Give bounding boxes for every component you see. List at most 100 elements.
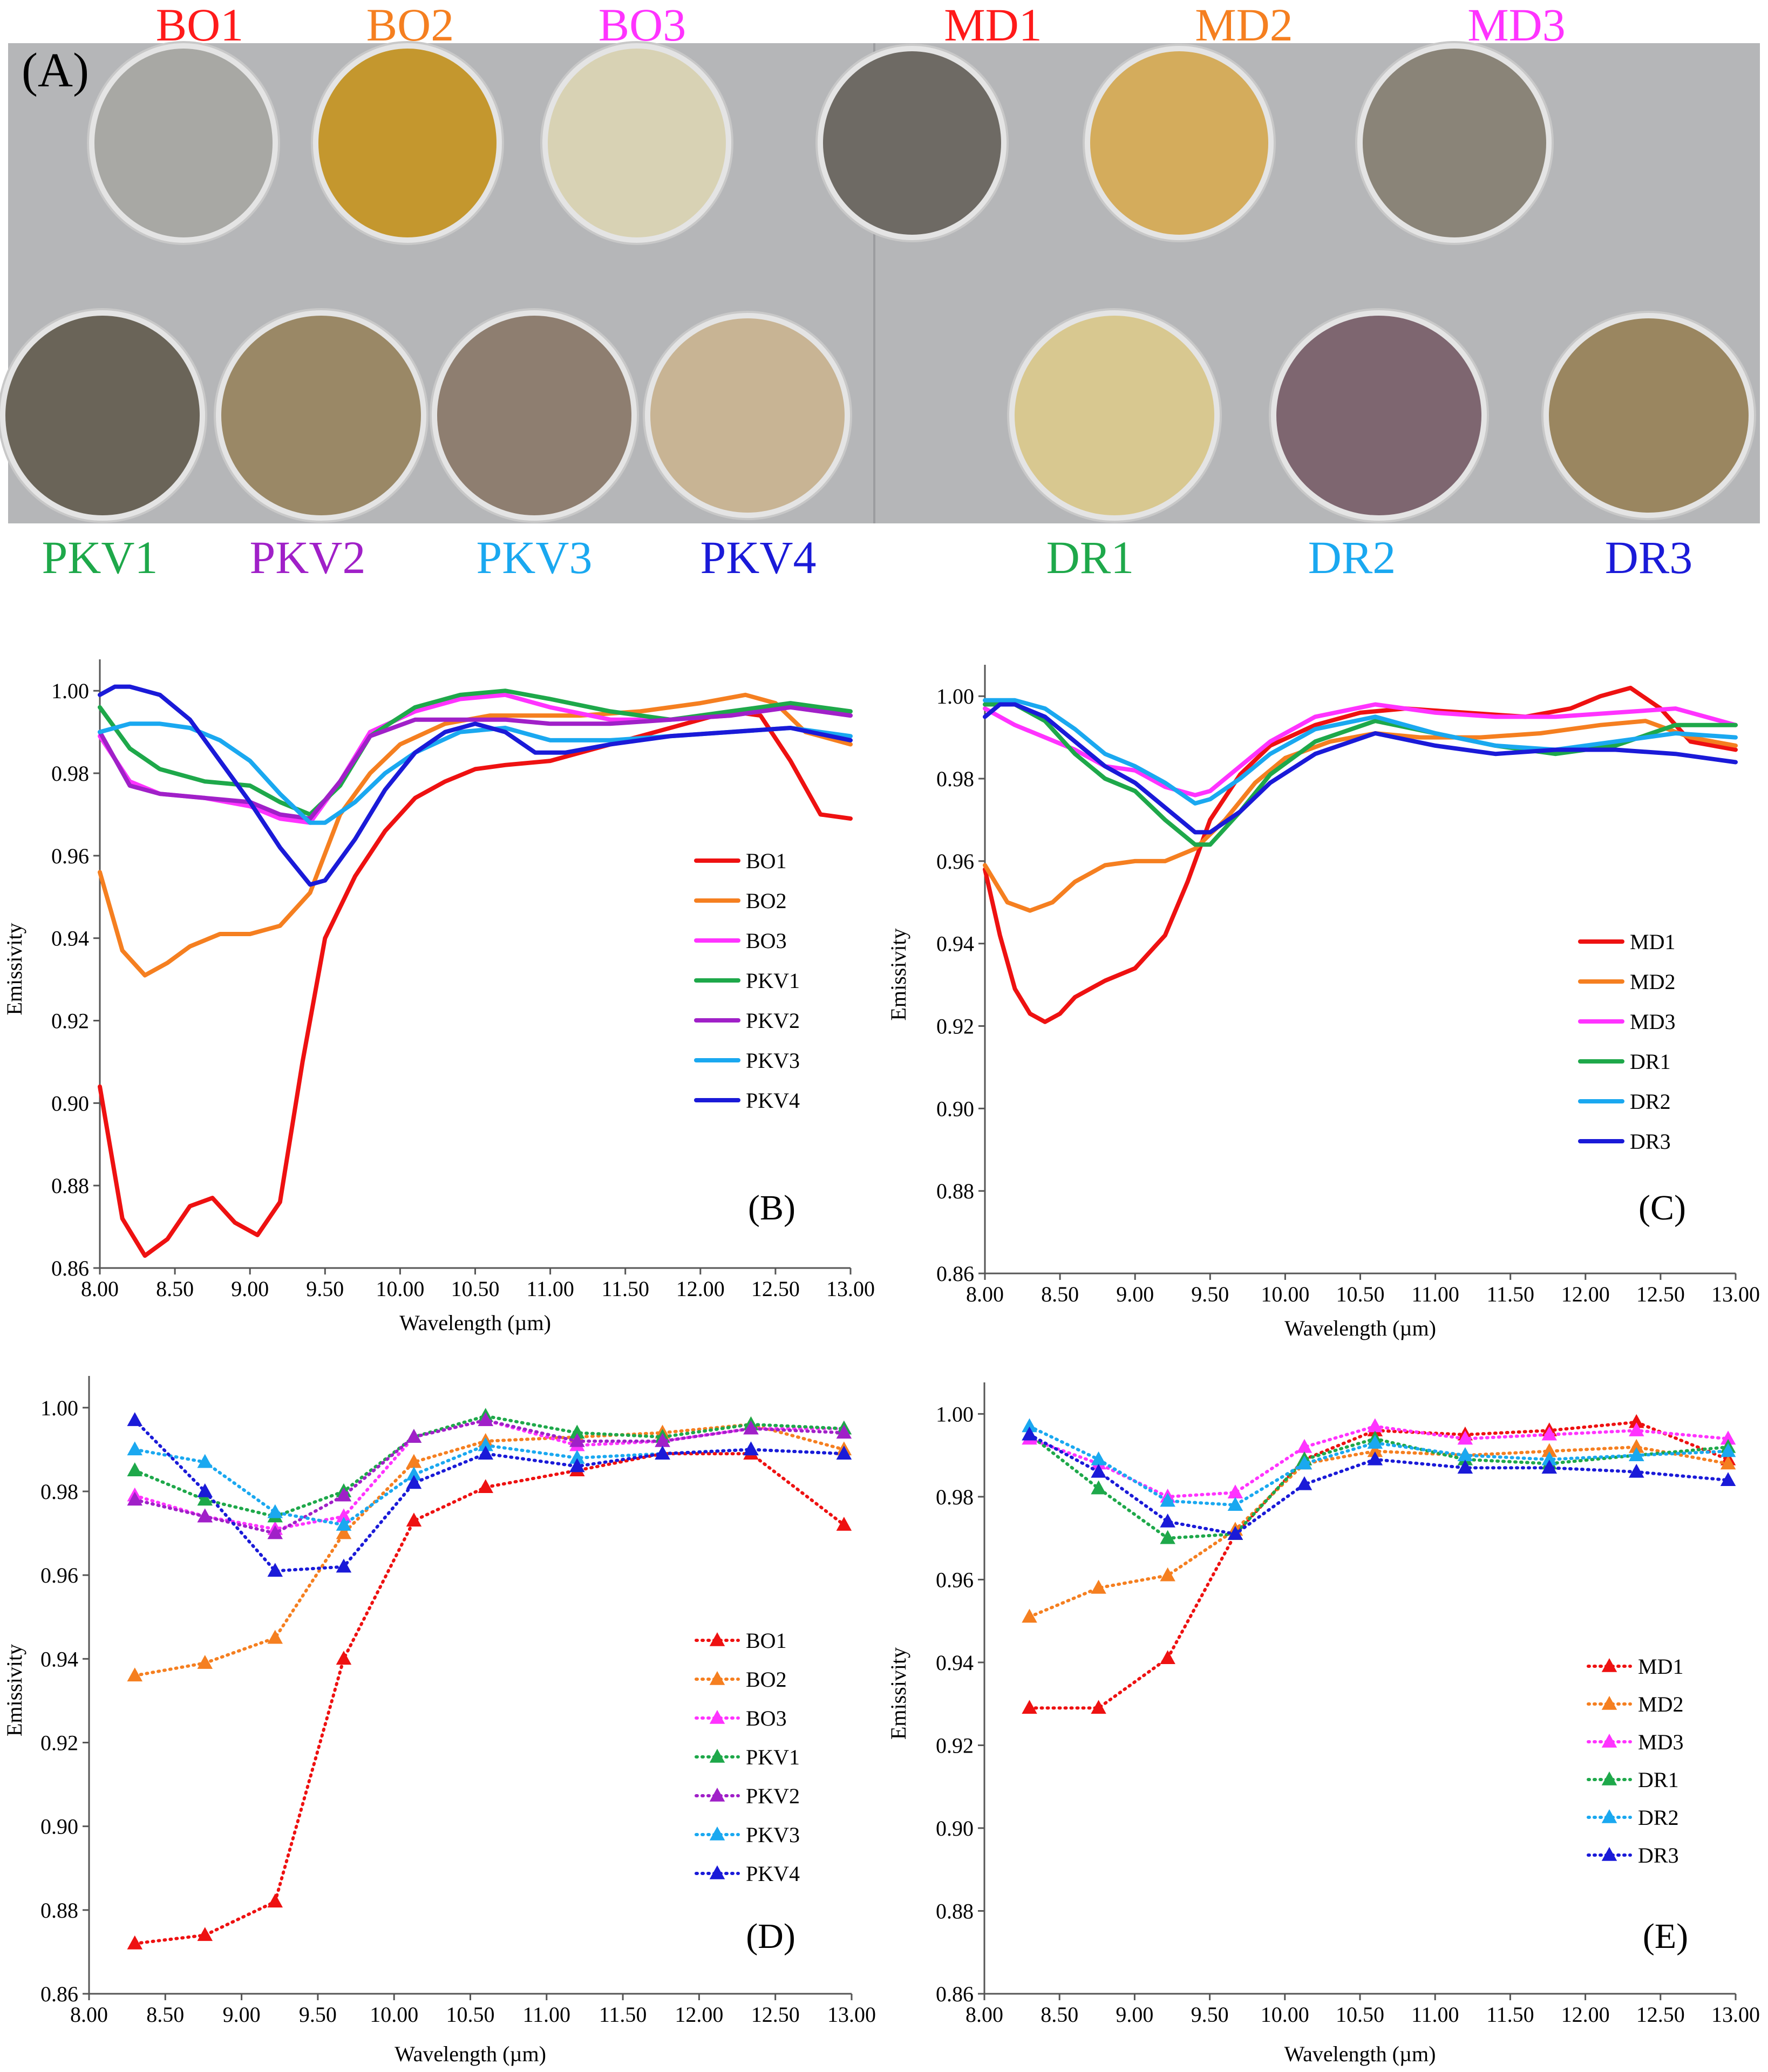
data-point-pkv2 bbox=[127, 1491, 143, 1506]
legend-marker bbox=[1601, 1734, 1617, 1748]
x-tick-label: 12.50 bbox=[1636, 1282, 1685, 1306]
legend-label: PKV3 bbox=[746, 1823, 800, 1847]
data-point-dr3 bbox=[1367, 1451, 1383, 1466]
y-tick-label: 0.98 bbox=[51, 761, 89, 786]
sample-dish bbox=[650, 318, 845, 513]
legend-label: DR3 bbox=[1630, 1129, 1671, 1154]
data-point-pkv4 bbox=[267, 1563, 283, 1577]
data-point-pkv3 bbox=[478, 1437, 494, 1451]
data-point-dr3 bbox=[1160, 1513, 1175, 1528]
legend-marker bbox=[709, 1826, 725, 1841]
data-point-md3 bbox=[1720, 1430, 1736, 1445]
legend-marker bbox=[1601, 1809, 1617, 1823]
x-tick-label: 13.00 bbox=[1711, 1282, 1760, 1306]
legend-marker bbox=[709, 1749, 725, 1763]
series-line-pkv4 bbox=[98, 684, 853, 887]
data-point-dr3 bbox=[1457, 1460, 1473, 1474]
data-point-pkv4 bbox=[197, 1483, 213, 1497]
data-point-md3 bbox=[1457, 1430, 1473, 1445]
y-tick-label: 0.88 bbox=[936, 1179, 974, 1203]
data-point-pkv3 bbox=[267, 1504, 283, 1518]
data-point-dr2 bbox=[1160, 1492, 1175, 1507]
y-axis-label: Emissivity bbox=[2, 1644, 26, 1736]
x-axis-label: Wavelength (µm) bbox=[395, 2042, 546, 2066]
x-tick-label: 12.50 bbox=[751, 2002, 800, 2027]
x-tick-label: 12.00 bbox=[676, 1277, 725, 1301]
data-point-md1 bbox=[1022, 1700, 1037, 1714]
data-point-pkv4 bbox=[743, 1441, 759, 1456]
data-point-bo1 bbox=[406, 1512, 422, 1527]
panel-label: (E) bbox=[1643, 1917, 1688, 1956]
series-line-pkv2 bbox=[133, 1419, 846, 1535]
data-point-dr3 bbox=[1227, 1525, 1243, 1540]
data-point-pkv2 bbox=[569, 1433, 585, 1447]
legend-label: MD3 bbox=[1630, 1010, 1675, 1034]
x-tick-label: 10.00 bbox=[376, 1277, 424, 1301]
data-point-dr2 bbox=[1541, 1451, 1558, 1466]
x-tick-label: 10.50 bbox=[1336, 1282, 1385, 1306]
data-point-bo1 bbox=[267, 1893, 283, 1908]
y-tick-label: 0.98 bbox=[936, 1485, 974, 1509]
series-line-md2 bbox=[1028, 1445, 1730, 1619]
chart-d: 0.86 0.88 0.90 0.92 0.94 0.96 0.98 1.00 8.00 8.50… bbox=[2, 1376, 876, 2066]
y-tick-label: 0.94 bbox=[40, 1647, 78, 1671]
data-point-md1 bbox=[1091, 1700, 1106, 1714]
legend-label: MD3 bbox=[1638, 1730, 1683, 1754]
data-point-md2 bbox=[1160, 1567, 1175, 1582]
chart-e: 0.86 0.88 0.90 0.92 0.94 0.96 0.98 1.00 8.00 8.50… bbox=[886, 1382, 1760, 2066]
data-point-pkv3 bbox=[406, 1466, 422, 1481]
x-tick-label: 12.00 bbox=[1561, 2002, 1610, 2027]
data-point-md2 bbox=[1720, 1455, 1736, 1470]
panel-label: (D) bbox=[746, 1917, 795, 1956]
x-tick-label: 11.50 bbox=[601, 1277, 649, 1301]
x-tick-label: 11.50 bbox=[599, 2002, 647, 2027]
sample-dish bbox=[1276, 316, 1481, 515]
legend-label: BO3 bbox=[746, 1706, 787, 1730]
panel-label: (C) bbox=[1638, 1188, 1686, 1228]
legend-label: DR1 bbox=[1630, 1049, 1671, 1074]
x-tick-label: 9.00 bbox=[1116, 2002, 1153, 2027]
sample-dish bbox=[1015, 316, 1214, 515]
data-point-bo2 bbox=[336, 1525, 352, 1539]
y-tick-label: 1.00 bbox=[40, 1396, 78, 1420]
y-tick-label: 0.90 bbox=[51, 1091, 89, 1115]
x-tick-label: 9.50 bbox=[1191, 1282, 1229, 1306]
sample-label-bottom: PKV3 bbox=[476, 531, 592, 583]
data-point-pkv1 bbox=[127, 1462, 143, 1476]
x-tick-label: 11.00 bbox=[1411, 2002, 1459, 2027]
y-tick-label: 0.88 bbox=[936, 1899, 974, 1923]
legend-label: DR1 bbox=[1638, 1768, 1679, 1792]
data-point-md1 bbox=[1629, 1414, 1644, 1428]
chart-c: 0.86 0.88 0.90 0.92 0.94 0.96 0.98 1.00 8.00 8.50… bbox=[886, 665, 1760, 1340]
sample-dish bbox=[548, 49, 726, 237]
data-point-dr2 bbox=[1367, 1435, 1383, 1449]
legend-marker bbox=[709, 1865, 725, 1879]
series-line-pkv1 bbox=[133, 1414, 846, 1518]
legend-marker bbox=[709, 1788, 725, 1802]
data-point-pkv4 bbox=[836, 1446, 852, 1460]
y-tick-label: 0.96 bbox=[936, 849, 974, 874]
data-point-md2 bbox=[1541, 1443, 1558, 1457]
y-axis-label: Emissivity bbox=[886, 928, 910, 1020]
legend-marker bbox=[1601, 1771, 1617, 1785]
series-line-pkv4 bbox=[133, 1419, 846, 1573]
series-line-md3 bbox=[983, 702, 1738, 798]
data-point-bo2 bbox=[406, 1454, 422, 1468]
data-point-md3 bbox=[1296, 1439, 1313, 1453]
legend-marker bbox=[709, 1710, 725, 1724]
series-line-bo2 bbox=[133, 1422, 846, 1678]
legend-label: PKV3 bbox=[746, 1048, 800, 1073]
sample-label-top: BO2 bbox=[366, 0, 454, 51]
x-tick-label: 8.50 bbox=[146, 2002, 184, 2027]
x-tick-label: 12.00 bbox=[675, 2002, 723, 2027]
series-line-bo1 bbox=[98, 709, 853, 1258]
data-point-pkv2 bbox=[743, 1420, 759, 1435]
y-tick-label: 0.90 bbox=[936, 1096, 974, 1121]
legend-label: BO2 bbox=[746, 1667, 787, 1692]
y-tick-label: 0.92 bbox=[40, 1730, 78, 1755]
x-tick-label: 9.50 bbox=[299, 2002, 337, 2027]
y-tick-label: 1.00 bbox=[936, 684, 974, 708]
legend-label: BO1 bbox=[746, 1628, 787, 1653]
data-point-bo2 bbox=[127, 1667, 143, 1682]
data-point-pkv2 bbox=[336, 1487, 352, 1502]
